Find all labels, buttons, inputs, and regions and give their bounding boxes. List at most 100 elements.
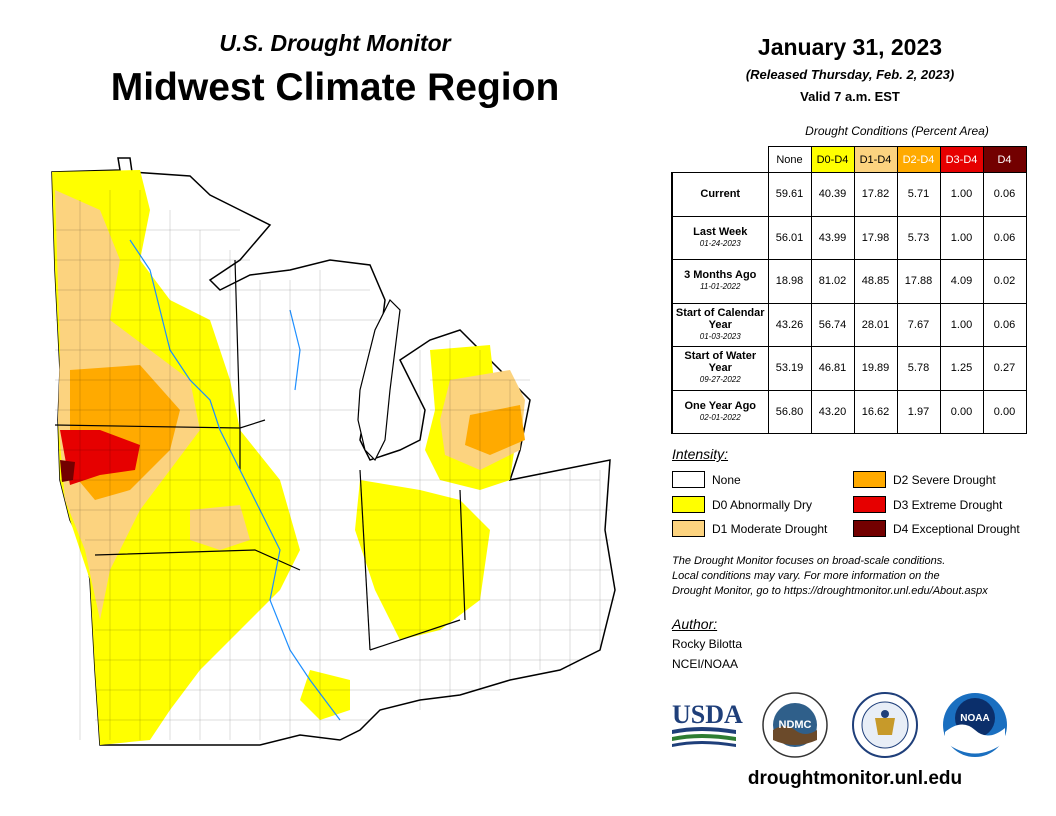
row-label: 3 Months Ago: [684, 269, 757, 282]
legend-swatch: [853, 471, 886, 488]
table-cell: 18.98: [767, 259, 812, 304]
website-url: droughtmonitor.unl.edu: [747, 768, 963, 789]
table-cell: 16.62: [853, 389, 898, 434]
table-cell: 56.01: [767, 215, 812, 260]
table-cell: 7.67: [896, 302, 941, 347]
table-cell: 53.19: [767, 346, 812, 391]
table-caption: Drought Conditions (Percent Area): [805, 124, 989, 138]
column-header-none: None: [767, 146, 812, 173]
legend-item-d2: D2 Severe Drought: [853, 471, 996, 488]
note-line: Local conditions may vary. For more info…: [672, 570, 940, 582]
table-cell: 0.00: [982, 389, 1027, 434]
legend-item-d4: D4 Exceptional Drought: [853, 520, 1020, 537]
legend-label: D0 Abnormally Dry: [712, 497, 813, 512]
table-cell: 1.00: [939, 215, 984, 260]
note-line: Drought Monitor, go to https://droughtmo…: [672, 585, 988, 597]
column-header-d0-d4: D0-D4: [810, 146, 855, 173]
table-cell: 0.27: [982, 346, 1027, 391]
table-cell: 56.74: [810, 302, 855, 347]
state-boundaries: [54, 259, 466, 651]
table-row: One Year Ago 02-01-2022 56.80 43.20 16.62…: [671, 389, 1027, 434]
map-title: Midwest Climate Region: [110, 66, 560, 109]
row-label: Start of Water Year: [684, 350, 757, 375]
table-cell: 0.06: [982, 302, 1027, 347]
noaa-logo: NOAA: [943, 693, 1007, 757]
table-cell: 17.88: [896, 259, 941, 304]
ndmc-logo-text: NDMC: [779, 719, 812, 731]
table-cell: 1.25: [939, 346, 984, 391]
table-row: Last Week 01-24-2023 56.01 43.99 17.98 5.…: [671, 215, 1027, 260]
noaa-logo-text: NOAA: [960, 713, 989, 724]
row-date: 01-24-2023: [699, 238, 741, 248]
column-header-d2-d4: D2-D4: [896, 146, 941, 173]
table-cell: 56.80: [767, 389, 812, 434]
legend-heading: Intensity:: [672, 446, 729, 462]
table-cell: 0.02: [982, 259, 1027, 304]
row-label: Current: [700, 188, 741, 201]
table-cell: 0.00: [939, 389, 984, 434]
row-label: Start of Calendar Year: [675, 306, 765, 331]
row-date: 09-27-2022: [699, 375, 741, 385]
legend-swatch: [672, 520, 705, 537]
column-header-d3-d4: D3-D4: [939, 146, 984, 173]
table-cell: 5.78: [896, 346, 941, 391]
table-row: Start of Water Year 09-27-2022 53.19 46.8…: [671, 346, 1027, 391]
table-cell: 5.73: [896, 215, 941, 260]
county-grid: [55, 190, 615, 740]
legend-label: D2 Severe Drought: [893, 472, 996, 487]
lake-michigan: [357, 298, 401, 462]
map-date: January 31, 2023: [757, 34, 943, 60]
map-subtitle: U.S. Drought Monitor: [219, 30, 451, 56]
valid-time: Valid 7 a.m. EST: [800, 89, 900, 104]
legend-label: D1 Moderate Drought: [712, 521, 828, 536]
row-label: Last Week: [693, 225, 748, 238]
table-cell: 43.99: [810, 215, 855, 260]
row-date: 02-01-2022: [699, 412, 741, 422]
row-date: 11-01-2022: [700, 282, 741, 292]
author-heading: Author:: [672, 616, 718, 632]
table-row: Current 59.61 40.39 17.82 5.71 1.00 0.06: [671, 172, 1027, 217]
table-row: Start of Calendar Year 01-03-2023 43.26 5…: [671, 302, 1027, 347]
table-cell: 59.61: [767, 172, 812, 217]
legend-swatch: [853, 520, 886, 537]
table-cell: 0.06: [982, 172, 1027, 217]
note-line: The Drought Monitor focuses on broad-sca…: [672, 555, 946, 567]
author-name: Rocky Bilotta: [672, 637, 743, 651]
ndmc-logo: NDMC: [762, 692, 828, 758]
table-cell: 4.09: [939, 259, 984, 304]
legend-swatch: [672, 496, 705, 513]
table-row: 3 Months Ago 11-01-2022 18.98 81.02 48.85…: [671, 259, 1027, 304]
release-date: (Released Thursday, Feb. 2, 2023): [745, 67, 955, 82]
legend-item-d0: D0 Abnormally Dry: [672, 496, 812, 513]
table-cell: 43.20: [810, 389, 855, 434]
table-cell: 0.06: [982, 215, 1027, 260]
d1-area-iowa: [190, 505, 250, 550]
partner-logos: USDA NDMC NOAA: [672, 692, 1007, 758]
table-cell: 17.98: [853, 215, 898, 260]
table-cell: 40.39: [810, 172, 855, 217]
usda-logo-text: USDA: [672, 700, 743, 729]
row-label: One Year Ago: [684, 399, 757, 412]
legend-item-d1: D1 Moderate Drought: [672, 520, 827, 537]
table-cell: 1.00: [939, 172, 984, 217]
legend-item-d3: D3 Extreme Drought: [853, 496, 1002, 513]
table-cell: 5.71: [896, 172, 941, 217]
legend-label: D4 Exceptional Drought: [893, 521, 1020, 536]
usda-logo: USDA: [672, 700, 743, 747]
disclaimer-note: The Drought Monitor focuses on broad-sca…: [672, 554, 1042, 599]
legend-swatch: [672, 471, 705, 488]
legend-label: None: [712, 472, 741, 487]
row-date: 01-03-2023: [699, 331, 741, 341]
table-cell: 48.85: [853, 259, 898, 304]
table-cell: 1.00: [939, 302, 984, 347]
drought-map: [51, 157, 616, 746]
table-cell: 1.97: [896, 389, 941, 434]
column-header-d4: D4: [982, 146, 1027, 173]
legend-swatch: [853, 496, 886, 513]
legend-label: D3 Extreme Drought: [893, 497, 1003, 512]
author-organization: NCEI/NOAA: [672, 657, 739, 671]
table-cell: 17.82: [853, 172, 898, 217]
drought-conditions-table: None D0-D4 D1-D4 D2-D4 D3-D4 D4 Current …: [671, 146, 1027, 434]
table-cell: 28.01: [853, 302, 898, 347]
d4-area: [60, 460, 75, 482]
